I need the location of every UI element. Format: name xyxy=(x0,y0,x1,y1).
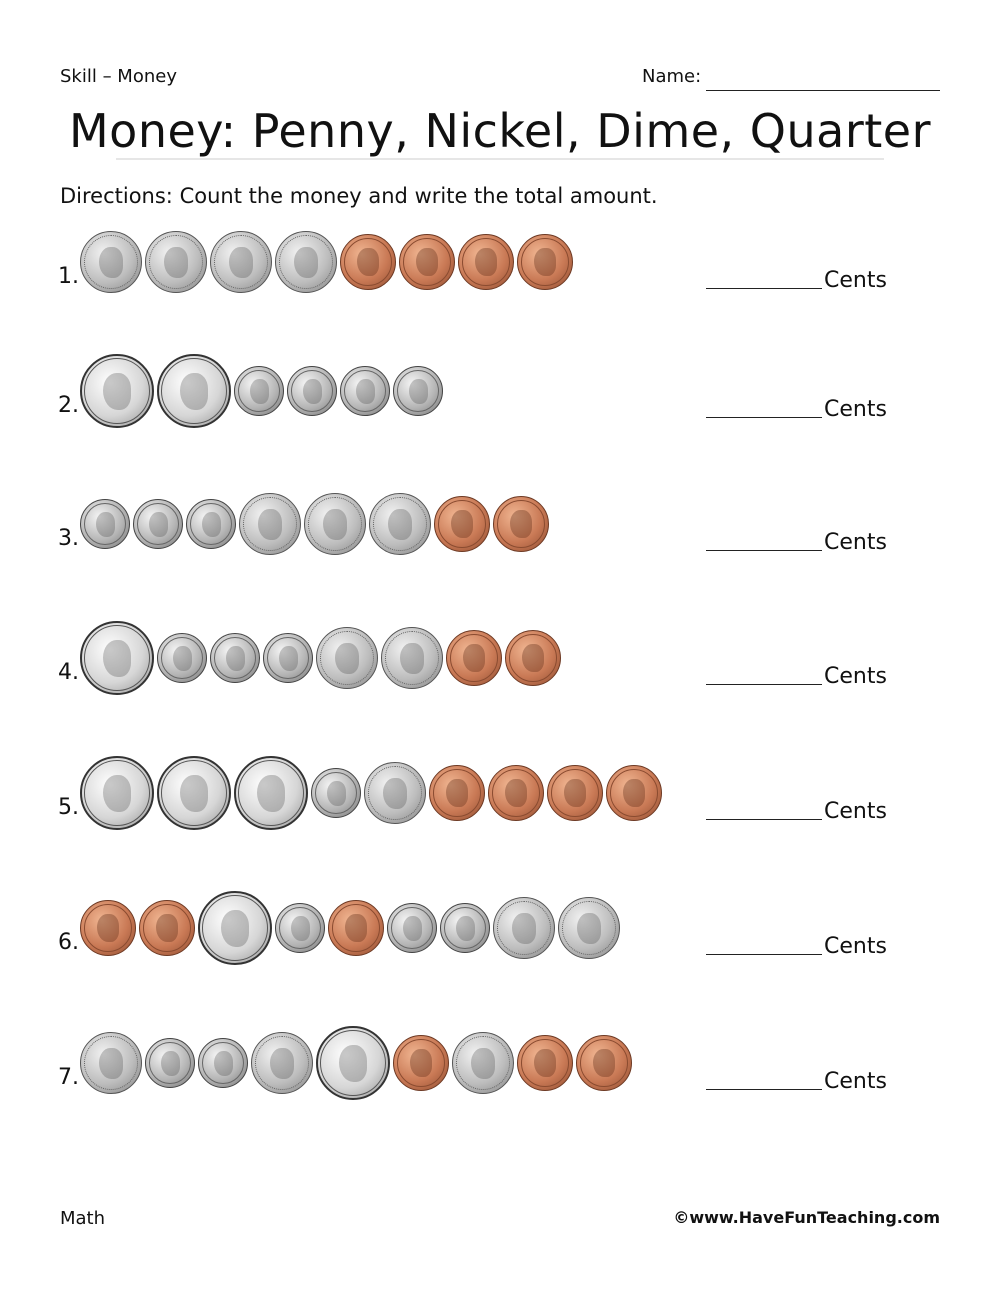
quarter-icon xyxy=(80,354,154,428)
nickel-icon xyxy=(275,231,337,293)
dime-icon xyxy=(440,903,490,953)
quarter-icon xyxy=(198,891,272,965)
nickel-icon xyxy=(80,231,142,293)
dime-icon xyxy=(311,768,361,818)
footer-subject: Math xyxy=(60,1208,106,1229)
penny-icon xyxy=(493,496,549,552)
answer-blank[interactable] xyxy=(706,288,822,289)
name-label: Name: xyxy=(642,66,702,87)
skill-label: Skill – Money xyxy=(60,66,177,87)
penny-icon xyxy=(505,630,561,686)
quarter-icon xyxy=(80,756,154,830)
answer-unit: Cents xyxy=(824,799,887,824)
penny-icon xyxy=(606,765,662,821)
penny-icon xyxy=(80,900,136,956)
penny-icon xyxy=(488,765,544,821)
quarter-icon xyxy=(316,1026,390,1100)
problem-number: 6. xyxy=(58,930,79,955)
dime-icon xyxy=(387,903,437,953)
problem-number: 3. xyxy=(58,526,79,551)
dime-icon xyxy=(287,366,337,416)
answer-unit: Cents xyxy=(824,397,887,422)
penny-icon xyxy=(429,765,485,821)
nickel-icon xyxy=(369,493,431,555)
penny-icon xyxy=(399,234,455,290)
nickel-icon xyxy=(210,231,272,293)
nickel-icon xyxy=(493,897,555,959)
answer-field[interactable]: Cents xyxy=(706,799,887,824)
dime-icon xyxy=(145,1038,195,1088)
answer-blank[interactable] xyxy=(706,417,822,418)
dime-icon xyxy=(234,366,284,416)
footer-copyright: ©www.HaveFunTeaching.com xyxy=(673,1208,940,1227)
answer-unit: Cents xyxy=(824,664,887,689)
nickel-icon xyxy=(558,897,620,959)
answer-field[interactable]: Cents xyxy=(706,268,887,293)
nickel-icon xyxy=(145,231,207,293)
problem-number: 5. xyxy=(58,795,79,820)
answer-blank[interactable] xyxy=(706,954,822,955)
nickel-icon xyxy=(316,627,378,689)
quarter-icon xyxy=(234,756,308,830)
directions-text: Count the money and write the total amou… xyxy=(172,184,658,208)
answer-field[interactable]: Cents xyxy=(706,934,887,959)
answer-blank[interactable] xyxy=(706,1089,822,1090)
directions-label: Directions: xyxy=(60,184,173,208)
dime-icon xyxy=(275,903,325,953)
nickel-icon xyxy=(304,493,366,555)
dime-icon xyxy=(198,1038,248,1088)
penny-icon xyxy=(517,234,573,290)
dime-icon xyxy=(393,366,443,416)
nickel-icon xyxy=(364,762,426,824)
penny-icon xyxy=(328,900,384,956)
dime-icon xyxy=(133,499,183,549)
answer-field[interactable]: Cents xyxy=(706,1069,887,1094)
answer-unit: Cents xyxy=(824,530,887,555)
problem-number: 7. xyxy=(58,1065,79,1090)
directions: Directions: Count the money and write th… xyxy=(60,184,658,208)
title-rule xyxy=(116,158,884,160)
answer-unit: Cents xyxy=(824,268,887,293)
answer-blank[interactable] xyxy=(706,684,822,685)
penny-icon xyxy=(434,496,490,552)
dime-icon xyxy=(210,633,260,683)
answer-blank[interactable] xyxy=(706,550,822,551)
name-field[interactable] xyxy=(706,90,940,91)
nickel-icon xyxy=(80,1032,142,1094)
penny-icon xyxy=(139,900,195,956)
answer-blank[interactable] xyxy=(706,819,822,820)
answer-field[interactable]: Cents xyxy=(706,664,887,689)
dime-icon xyxy=(340,366,390,416)
nickel-icon xyxy=(452,1032,514,1094)
answer-unit: Cents xyxy=(824,934,887,959)
quarter-icon xyxy=(157,756,231,830)
nickel-icon xyxy=(239,493,301,555)
dime-icon xyxy=(186,499,236,549)
answer-field[interactable]: Cents xyxy=(706,530,887,555)
penny-icon xyxy=(446,630,502,686)
penny-icon xyxy=(458,234,514,290)
nickel-icon xyxy=(381,627,443,689)
problem-number: 2. xyxy=(58,393,79,418)
quarter-icon xyxy=(80,621,154,695)
answer-field[interactable]: Cents xyxy=(706,397,887,422)
problem-number: 4. xyxy=(58,660,79,685)
problem-number: 1. xyxy=(58,264,79,289)
quarter-icon xyxy=(157,354,231,428)
penny-icon xyxy=(393,1035,449,1091)
dime-icon xyxy=(263,633,313,683)
dime-icon xyxy=(157,633,207,683)
dime-icon xyxy=(80,499,130,549)
penny-icon xyxy=(517,1035,573,1091)
penny-icon xyxy=(547,765,603,821)
answer-unit: Cents xyxy=(824,1069,887,1094)
page-title: Money: Penny, Nickel, Dime, Quarter xyxy=(68,104,932,158)
nickel-icon xyxy=(251,1032,313,1094)
penny-icon xyxy=(576,1035,632,1091)
penny-icon xyxy=(340,234,396,290)
